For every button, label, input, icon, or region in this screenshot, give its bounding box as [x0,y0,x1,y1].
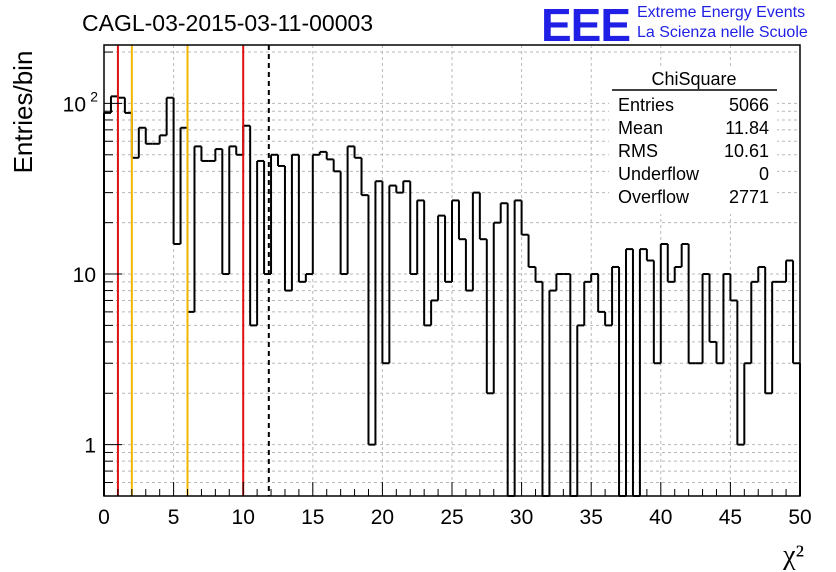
logo-line-2: La Scienza nelle Scuole [637,24,808,41]
stats-row-value: 0 [759,164,769,184]
histogram-bars [103,95,801,497]
y-tick-label: 10 [73,264,96,287]
grid-lines [104,45,800,496]
x-tick-label: 20 [371,506,394,529]
x-axis-title: χ² [782,540,804,571]
stats-box-title: ChiSquare [651,69,736,89]
x-tick-label: 30 [510,506,533,529]
stats-row-value: 5066 [729,95,769,115]
x-tick-label: 15 [301,506,324,529]
x-tick-label: 40 [649,506,672,529]
stats-row-label: Mean [618,118,663,138]
stats-row-label: RMS [618,141,658,161]
eee-logo: EEE Extreme Energy Events La Scienza nel… [541,0,833,51]
stats-row-label: Overflow [618,187,690,207]
y-axis-title: Entries/bin [8,51,38,174]
logo-mark: EEE [541,0,631,51]
stats-row-value: 2771 [729,187,769,207]
stats-box: ChiSquare Entries 5066 Mean 11.84 RMS 10.61 Und… [609,66,777,214]
x-tick-label: 35 [580,506,603,529]
stats-row-label: Underflow [618,164,700,184]
stats-row-value: 11.84 [725,118,769,138]
y-tick-label: 10 [63,93,86,116]
reference-lines [116,45,270,496]
page-title: CAGL-03-2015-03-11-00003 [82,10,374,36]
stats-row-label: Entries [618,95,674,115]
x-tick-label: 0 [98,506,110,529]
x-tick-label: 45 [719,506,742,529]
x-tick-label: 10 [232,506,255,529]
stats-row-value: 10.61 [724,141,769,161]
y-tick-label-exponent: 2 [90,88,98,104]
logo-line-1: Extreme Energy Events [637,4,806,21]
x-tick-label: 25 [440,506,463,529]
x-tick-label: 50 [788,506,811,529]
y-tick-label: 1 [84,435,96,458]
x-tick-label: 5 [168,506,180,529]
